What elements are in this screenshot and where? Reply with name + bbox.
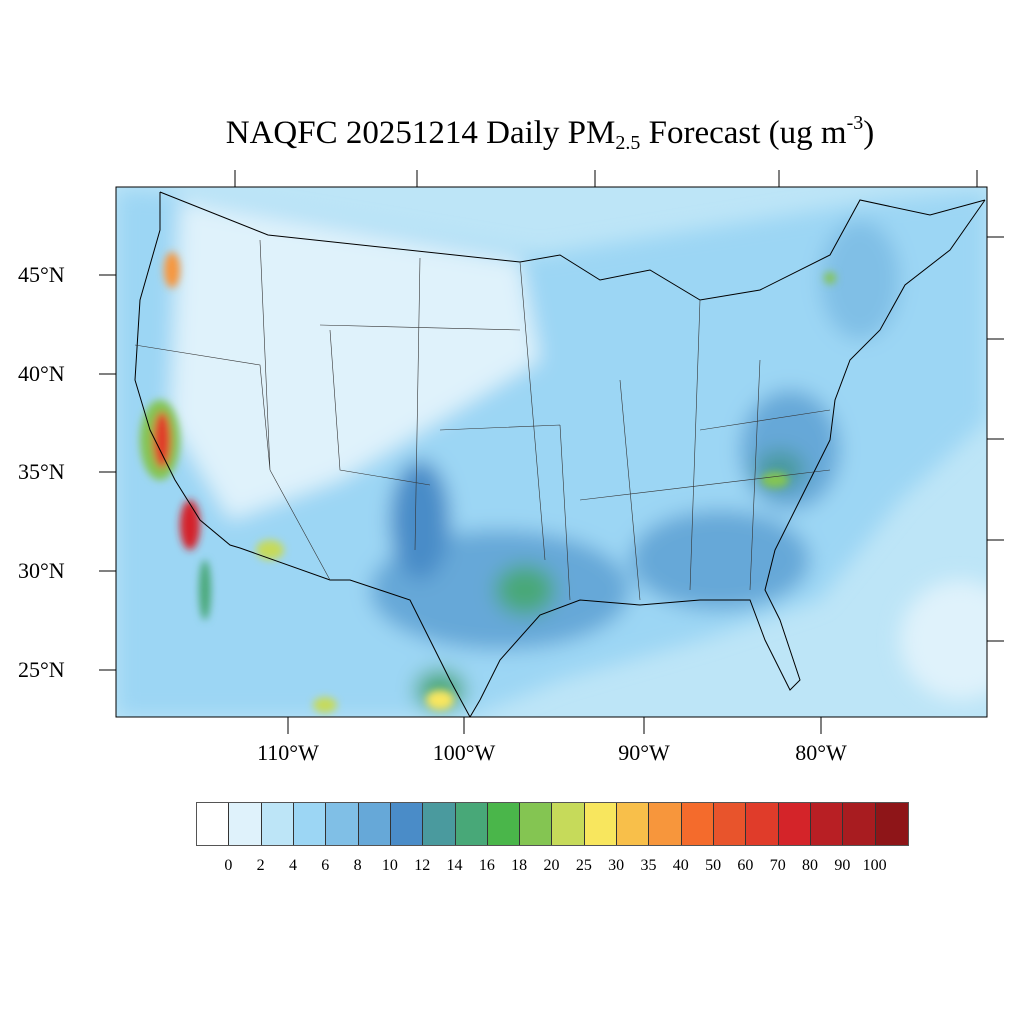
title-close: ) (863, 115, 875, 151)
colorbar-swatch (455, 803, 488, 845)
colorbar-swatch (649, 803, 682, 845)
lat-label: 45°N (18, 262, 65, 287)
colorbar-label: 20 (543, 857, 560, 874)
colorbar-swatch (875, 803, 908, 845)
colorbar-swatch (810, 803, 844, 845)
lon-label: 80°W (795, 740, 847, 765)
colorbar-swatch (552, 803, 585, 845)
lat-label: 25°N (18, 657, 65, 682)
colorbar-label: 80 (802, 857, 819, 874)
colorbar-label: 30 (608, 857, 625, 874)
colorbar-label: 90 (834, 857, 851, 874)
colorbar-swatch (617, 803, 650, 845)
colorbar-swatch (584, 803, 618, 845)
title-subscript: 2.5 (615, 132, 641, 154)
colorbar-swatch (487, 803, 521, 845)
colorbar-label: 8 (353, 857, 362, 874)
colorbar-label: 60 (737, 857, 754, 874)
colorbar-label: 16 (478, 857, 495, 874)
colorbar (196, 802, 909, 846)
lat-label: 30°N (18, 558, 65, 583)
colorbar-swatch (293, 803, 327, 845)
colorbar-label: 50 (705, 857, 722, 874)
map-title: NAQFC 20251214 Daily PM2.5 Forecast (ug … (0, 112, 1024, 155)
title-text: NAQFC 20251214 Daily PM (225, 115, 616, 151)
colorbar-label: 0 (224, 857, 233, 874)
title-units: Forecast (ug m (640, 115, 847, 151)
colorbar-swatch (681, 803, 714, 845)
lat-label: 35°N (18, 459, 65, 484)
colorbar-swatch (746, 803, 779, 845)
colorbar-label: 35 (640, 857, 657, 874)
colorbar-label: 70 (769, 857, 786, 874)
colorbar-swatch (358, 803, 391, 845)
colorbar-label: 14 (446, 857, 463, 874)
colorbar-label: 6 (321, 857, 330, 874)
colorbar-swatch (714, 803, 747, 845)
lat-label: 40°N (18, 361, 65, 386)
state-borders (134, 239, 831, 601)
conus-outline (134, 191, 986, 717)
colorbar-label: 4 (288, 857, 297, 874)
colorbar-swatch (423, 803, 456, 845)
colorbar-swatch (261, 803, 294, 845)
lon-label: 100°W (432, 740, 496, 765)
colorbar-label: 25 (575, 857, 592, 874)
lon-label: 110°W (257, 740, 319, 765)
colorbar-swatch (520, 803, 553, 845)
axis-ticks (99, 170, 1004, 734)
colorbar-swatch (197, 803, 230, 845)
colorbar-label: 2 (256, 857, 265, 874)
title-superscript: -3 (846, 112, 864, 134)
map-frame (115, 186, 988, 718)
colorbar-label: 10 (381, 857, 398, 874)
colorbar-label: 40 (672, 857, 689, 874)
colorbar-label: 12 (414, 857, 431, 874)
colorbar-swatch (326, 803, 359, 845)
colorbar-label: 100 (862, 857, 887, 874)
lon-label: 90°W (618, 740, 670, 765)
colorbar-label: 18 (511, 857, 528, 874)
colorbar-swatch (229, 803, 262, 845)
colorbar-swatch (778, 803, 811, 845)
colorbar-swatch (843, 803, 876, 845)
colorbar-swatch (390, 803, 424, 845)
concentration-field (116, 190, 987, 717)
